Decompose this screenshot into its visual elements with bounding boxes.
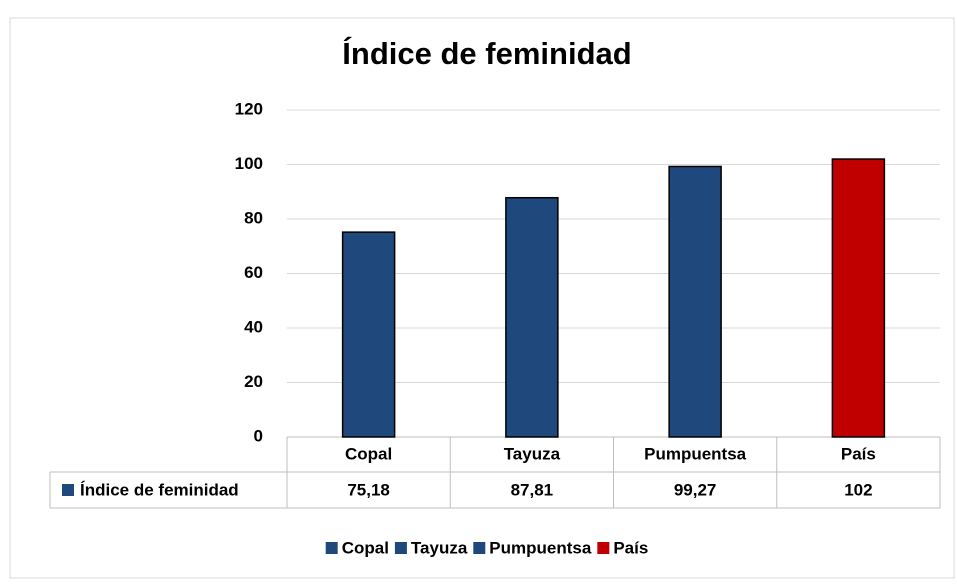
series-name: Índice de feminidad (80, 480, 239, 499)
y-tick-label: 60 (244, 263, 263, 282)
legend-key (473, 542, 486, 554)
y-tick-label: 0 (254, 426, 263, 445)
bar (831, 158, 886, 438)
y-tick-label: 40 (244, 317, 263, 336)
x-tick-label: País (841, 444, 876, 463)
table-value: 102 (844, 480, 872, 499)
table-value: 99,27 (674, 480, 717, 499)
x-tick-label: Copal (345, 444, 392, 463)
x-tick-label: Pumpuentsa (644, 444, 747, 463)
y-tick-label: 80 (244, 208, 263, 227)
legend-label: Copal (342, 538, 389, 557)
table-value: 87,81 (511, 480, 554, 499)
legend-label: País (613, 538, 648, 557)
legend-label: Pumpuentsa (489, 538, 592, 557)
x-tick-label: Tayuza (504, 444, 561, 463)
y-tick-label: 120 (235, 99, 263, 118)
chart-frame (9, 17, 955, 579)
legend-label: Tayuza (411, 538, 468, 557)
bar (505, 196, 559, 438)
y-tick-label: 20 (244, 372, 263, 391)
y-tick-label: 100 (235, 154, 263, 173)
bar (668, 165, 722, 438)
chart-title: Índice de feminidad (342, 36, 631, 71)
legend-key (62, 484, 74, 496)
legend-key (394, 542, 407, 554)
table-value: 75,18 (347, 480, 390, 499)
legend-key (597, 542, 610, 554)
bar (341, 231, 396, 438)
legend-key (325, 542, 338, 554)
